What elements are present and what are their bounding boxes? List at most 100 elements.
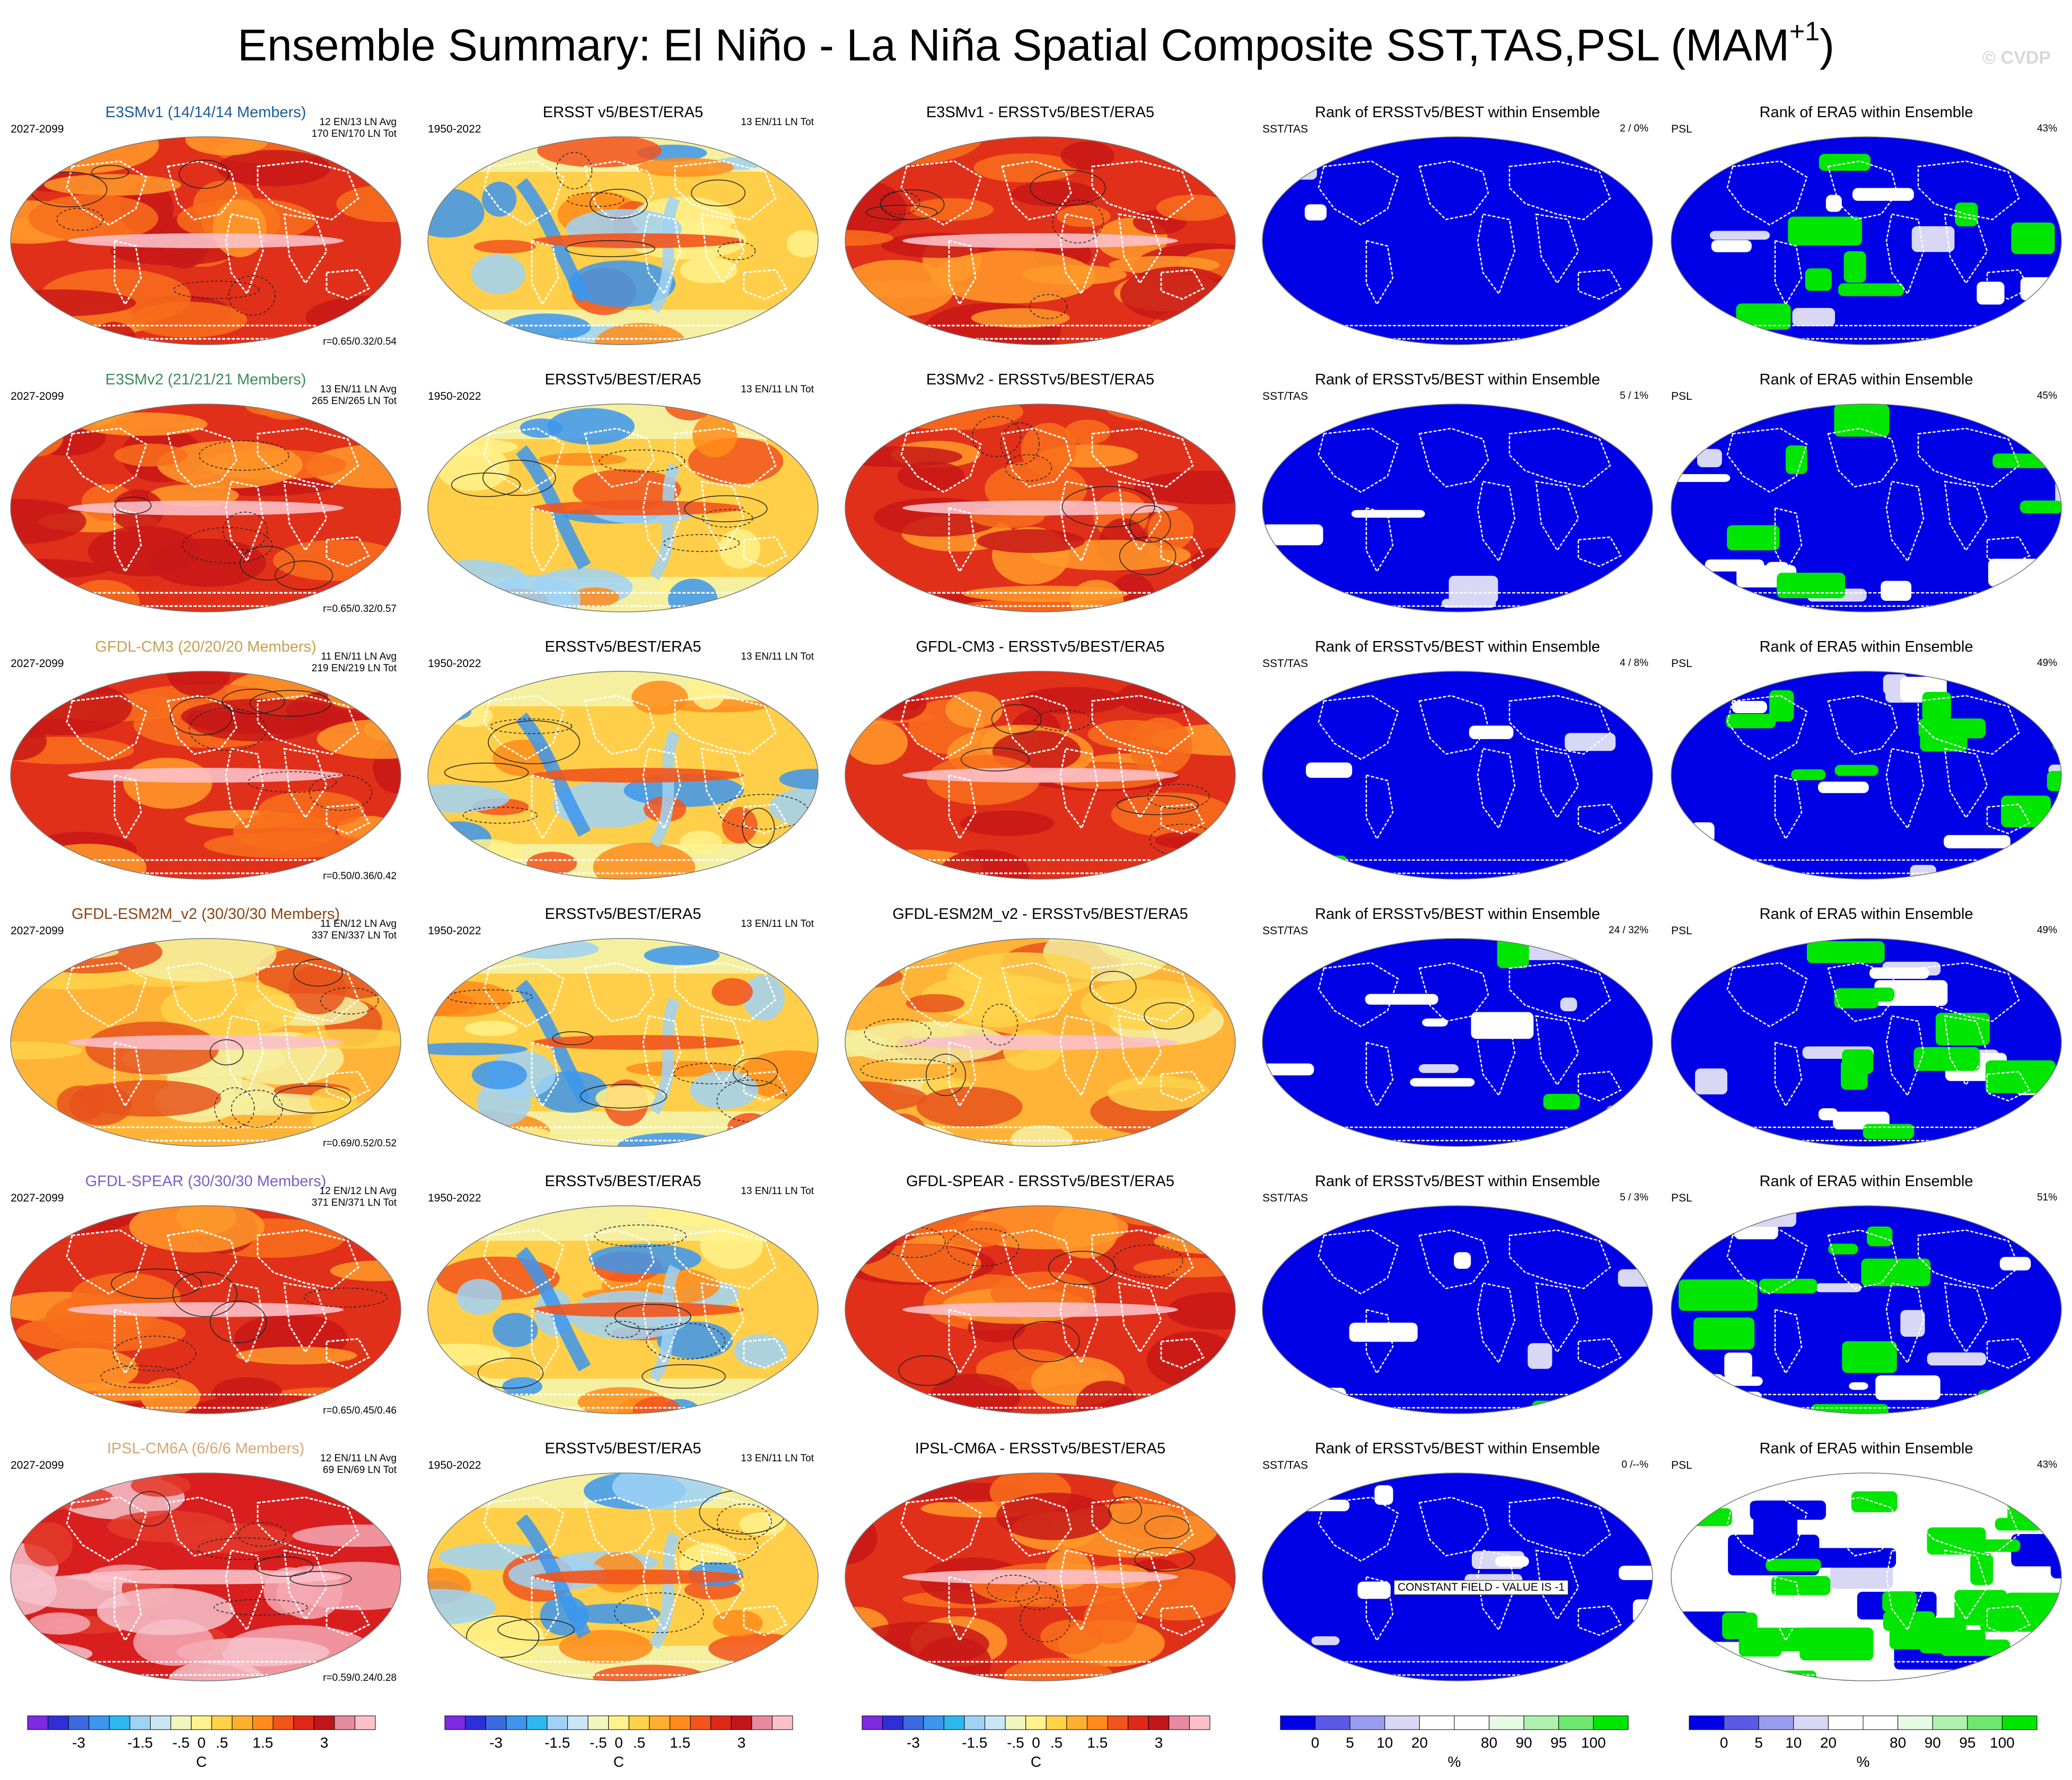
panel-variable-label: PSL (1671, 390, 1692, 402)
colorbar-units: % (1448, 1753, 1461, 1770)
panel-years: 2027-2099 (11, 1192, 64, 1204)
panel-model-row2: E3SMv2 (21/21/21 Members) 2027-2099 13 EN/… (4, 371, 407, 636)
colorbar-swatch (252, 1715, 274, 1730)
map-diff (845, 404, 1236, 612)
colorbar-tick-label: 1.5 (252, 1734, 273, 1751)
colorbar-swatch (1046, 1715, 1067, 1730)
panel-title: GFDL-SPEAR (30/30/30 Members) (85, 1173, 327, 1190)
panel-rank2-row4: Rank of ERA5 within Ensemble PSL 49% (1665, 906, 2068, 1171)
map-diff (845, 938, 1236, 1147)
colorbar-swatch (293, 1715, 314, 1730)
stat-line: 13 EN/11 LN Tot (741, 117, 814, 128)
colorbar-swatch (862, 1715, 883, 1730)
panel-title: IPSL-CM6A (6/6/6 Members) (107, 1440, 305, 1457)
stat-line: 12 EN/12 LN Avg (319, 1186, 397, 1197)
colorbar: -3 -1.5 -.5 0 .5 1.5 3 C (862, 1715, 1210, 1770)
panel-model-row5: GFDL-SPEAR (30/30/30 Members) 2027-2099 12… (4, 1173, 407, 1438)
map-model (10, 938, 401, 1147)
stat-line: 170 EN/170 LN Tot (311, 128, 397, 139)
panel-years: 2027-2099 (11, 657, 64, 670)
panel-title: Rank of ERSSTv5/BEST within Ensemble (1315, 371, 1600, 388)
panel-obs-row5: ERSSTv5/BEST/ERA5 1950-2022 13 EN/11 LN To… (422, 1173, 824, 1438)
colorbar-swatch (150, 1715, 171, 1730)
colorbar-swatch (1454, 1715, 1490, 1730)
stat-line: 11 EN/11 LN Avg (321, 651, 397, 662)
panel-rank2-row6: Rank of ERA5 within Ensemble PSL 43% (1665, 1440, 2068, 1705)
panel-title: Rank of ERA5 within Ensemble (1759, 371, 1973, 388)
map-obs (427, 938, 819, 1147)
colorbar-swatch (943, 1715, 965, 1730)
panel-years: 1950-2022 (428, 1192, 481, 1204)
colorbar-swatch (1419, 1715, 1455, 1730)
colorbar-tick-label: -1.5 (545, 1734, 570, 1751)
map-obs (427, 671, 819, 880)
panel-title: Rank of ERA5 within Ensemble (1759, 104, 1973, 121)
map-rank2 (1671, 1205, 2062, 1414)
panel-stats: 11 EN/12 LN Avg 337 EN/337 LN Tot (312, 918, 397, 942)
map-obs (427, 1205, 819, 1414)
colorbar-swatch (710, 1715, 732, 1730)
panel-rank-value: 24 / 32% (1609, 925, 1648, 936)
panel-rank1-row4: Rank of ERSSTv5/BEST within Ensemble SST/… (1256, 906, 1659, 1171)
panel-years: 1950-2022 (428, 1459, 481, 1471)
colorbar-swatch (48, 1715, 69, 1730)
panel-stats: 13 EN/11 LN Avg 265 EN/265 LN Tot (312, 384, 397, 407)
colorbar-tick-label: 95 (1550, 1734, 1567, 1751)
colorbar-tick-label: 80 (1481, 1734, 1497, 1751)
panel-title: E3SMv2 (21/21/21 Members) (105, 371, 306, 388)
panel-rank-value: 0 /--% (1621, 1459, 1648, 1470)
colorbar-swatch (526, 1715, 548, 1730)
colorbar-legend: 0 5 10 20 80 90 95 100% (1665, 1714, 2068, 1777)
panel-stats: 13 EN/11 LN Tot (741, 651, 814, 663)
colorbar-swatch (731, 1715, 752, 1730)
colorbar-swatch (109, 1715, 130, 1730)
map-model (10, 136, 401, 345)
stat-line: 265 EN/265 LN Tot (311, 396, 397, 407)
colorbar-swatch (354, 1715, 376, 1730)
panel-rank-value: 5 / 1% (1620, 390, 1648, 401)
stat-line: 12 EN/13 LN Avg (319, 117, 397, 128)
panel-years: 1950-2022 (428, 925, 481, 937)
panel-title: Rank of ERSSTv5/BEST within Ensemble (1315, 1440, 1600, 1457)
colorbar-swatch (232, 1715, 253, 1730)
colorbar-tick-label: 20 (1820, 1734, 1837, 1751)
panel-title: Rank of ERA5 within Ensemble (1759, 1173, 1973, 1190)
panel-stats: 13 EN/11 LN Tot (741, 1186, 814, 1197)
colorbar-swatch (506, 1715, 527, 1730)
colorbar-tick-label: 0 (1311, 1734, 1320, 1751)
panel-variable-label: SST/TAS (1262, 925, 1308, 937)
colorbar-swatch (902, 1715, 924, 1730)
colorbar-swatch (211, 1715, 233, 1730)
colorbar-swatch (1758, 1715, 1794, 1730)
stat-line: 11 EN/12 LN Avg (320, 918, 397, 930)
colorbar-swatch (923, 1715, 944, 1730)
map-diff (845, 136, 1236, 345)
colorbar-tick-label: 0 (197, 1734, 206, 1751)
stat-line: 13 EN/11 LN Tot (741, 918, 814, 930)
panel-title: GFDL-CM3 - ERSSTv5/BEST/ERA5 (916, 638, 1165, 655)
colorbar-swatch (1189, 1715, 1210, 1730)
colorbar-tick-label: 3 (320, 1734, 329, 1751)
colorbar-swatch (751, 1715, 772, 1730)
colorbar-tick-label: -.5 (172, 1734, 190, 1751)
panel-title: Rank of ERSSTv5/BEST within Ensemble (1315, 104, 1600, 121)
stat-line: 337 EN/337 LN Tot (311, 930, 397, 941)
panel-correlation: r=0.50/0.36/0.42 (323, 871, 397, 882)
colorbar-tick-label: 10 (1785, 1734, 1802, 1751)
panel-variable-label: PSL (1671, 1459, 1692, 1471)
panel-years: 2027-2099 (11, 390, 64, 402)
panel-years: 2027-2099 (11, 123, 64, 135)
colorbar-swatch (1932, 1715, 1968, 1730)
colorbar-swatch (1593, 1715, 1629, 1730)
panel-title: ERSSTv5/BEST/ERA5 (545, 906, 701, 923)
panel-rank1-row5: Rank of ERSSTv5/BEST within Ensemble SST/… (1256, 1173, 1659, 1438)
colorbar-tick-label: 95 (1959, 1734, 1976, 1751)
panel-variable-label: PSL (1671, 1192, 1692, 1204)
colorbar-tick-label: -3 (72, 1734, 85, 1751)
panel-model-row4: GFDL-ESM2M_v2 (30/30/30 Members) 2027-209… (4, 906, 407, 1171)
map-rank1 (1262, 938, 1653, 1147)
panel-correlation: r=0.59/0.24/0.28 (323, 1672, 397, 1683)
panel-obs-row4: ERSSTv5/BEST/ERA5 1950-2022 13 EN/11 LN To… (422, 906, 824, 1171)
page-title: Ensemble Summary: El Niño - La Niña Spat… (237, 16, 1835, 70)
